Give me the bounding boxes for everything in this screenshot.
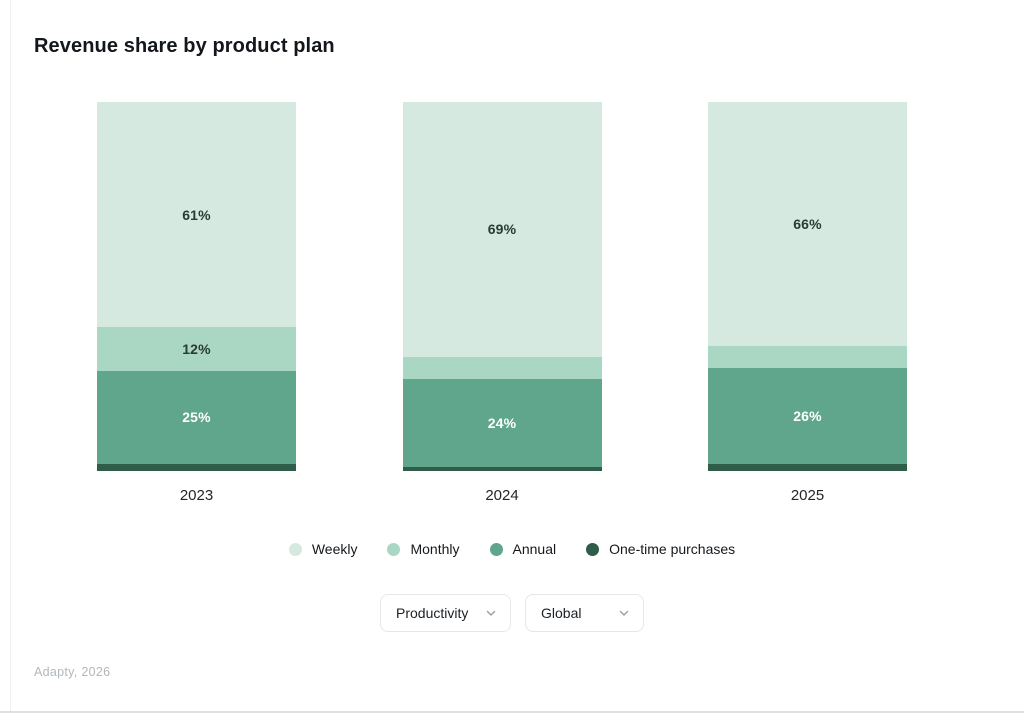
filter-bar: Productivity Global (0, 594, 1024, 632)
legend-dot-icon (288, 542, 302, 556)
legend-dot-icon (586, 542, 600, 556)
segment-annual-2024: 24% (402, 378, 602, 468)
legend-label: One-time purchases (609, 541, 736, 557)
legend-label: Weekly (311, 541, 358, 557)
category-dropdown-value: Productivity (396, 605, 469, 621)
segment-one-time-purchases-2023 (97, 463, 296, 471)
legend-item-annual: Annual (489, 541, 557, 557)
chevron-down-icon (485, 607, 497, 619)
segment-value-label: 25% (182, 409, 211, 426)
bar-2024: 69% 24% (402, 102, 602, 471)
x-axis-labels: 2023 2024 2025 (97, 487, 907, 504)
chevron-down-icon (618, 607, 630, 619)
legend-item-one-time-purchases: One-time purchases (586, 541, 735, 557)
legend-label: Monthly (410, 541, 460, 557)
legend-dot-icon (387, 542, 401, 556)
chart-legend: Weekly Monthly Annual One-time purchases (0, 541, 1024, 557)
x-tick-label-2023: 2023 (179, 487, 214, 504)
legend-label: Annual (512, 541, 557, 557)
stacked-bar-chart: 61% 12% 25% 69% 24% 66% 26% (97, 102, 907, 471)
x-tick-label-2025: 2025 (790, 487, 825, 504)
segment-one-time-purchases-2024 (402, 467, 602, 471)
segment-weekly-2023: 61% (97, 102, 296, 328)
segment-value-label: 61% (182, 206, 211, 223)
segment-value-label: 26% (793, 407, 822, 424)
segment-one-time-purchases-2025 (708, 463, 907, 471)
segment-annual-2023: 25% (97, 371, 296, 464)
category-dropdown[interactable]: Productivity (380, 594, 511, 632)
region-dropdown-value: Global (541, 605, 582, 621)
legend-dot-icon (489, 542, 503, 556)
x-tick-label-2024: 2024 (485, 487, 519, 504)
segment-value-label: 66% (793, 215, 822, 232)
segment-weekly-2024: 69% (402, 102, 602, 357)
legend-item-weekly: Weekly (288, 541, 358, 557)
segment-monthly-2025 (708, 345, 907, 368)
region-dropdown[interactable]: Global (525, 594, 644, 632)
segment-weekly-2025: 66% (708, 102, 907, 346)
page-title: Revenue share by product plan (34, 35, 335, 57)
segment-annual-2025: 26% (708, 367, 907, 464)
segment-monthly-2024 (402, 356, 602, 379)
source-attribution: Adapty, 2026 (34, 665, 111, 679)
bar-2025: 66% 26% (708, 102, 907, 471)
segment-monthly-2023: 12% (97, 327, 296, 372)
page-left-divider (10, 0, 11, 711)
segment-value-label: 12% (182, 341, 211, 358)
legend-item-monthly: Monthly (387, 541, 460, 557)
bar-2023: 61% 12% 25% (97, 102, 296, 471)
segment-value-label: 24% (487, 415, 517, 431)
segment-value-label: 69% (487, 221, 517, 238)
